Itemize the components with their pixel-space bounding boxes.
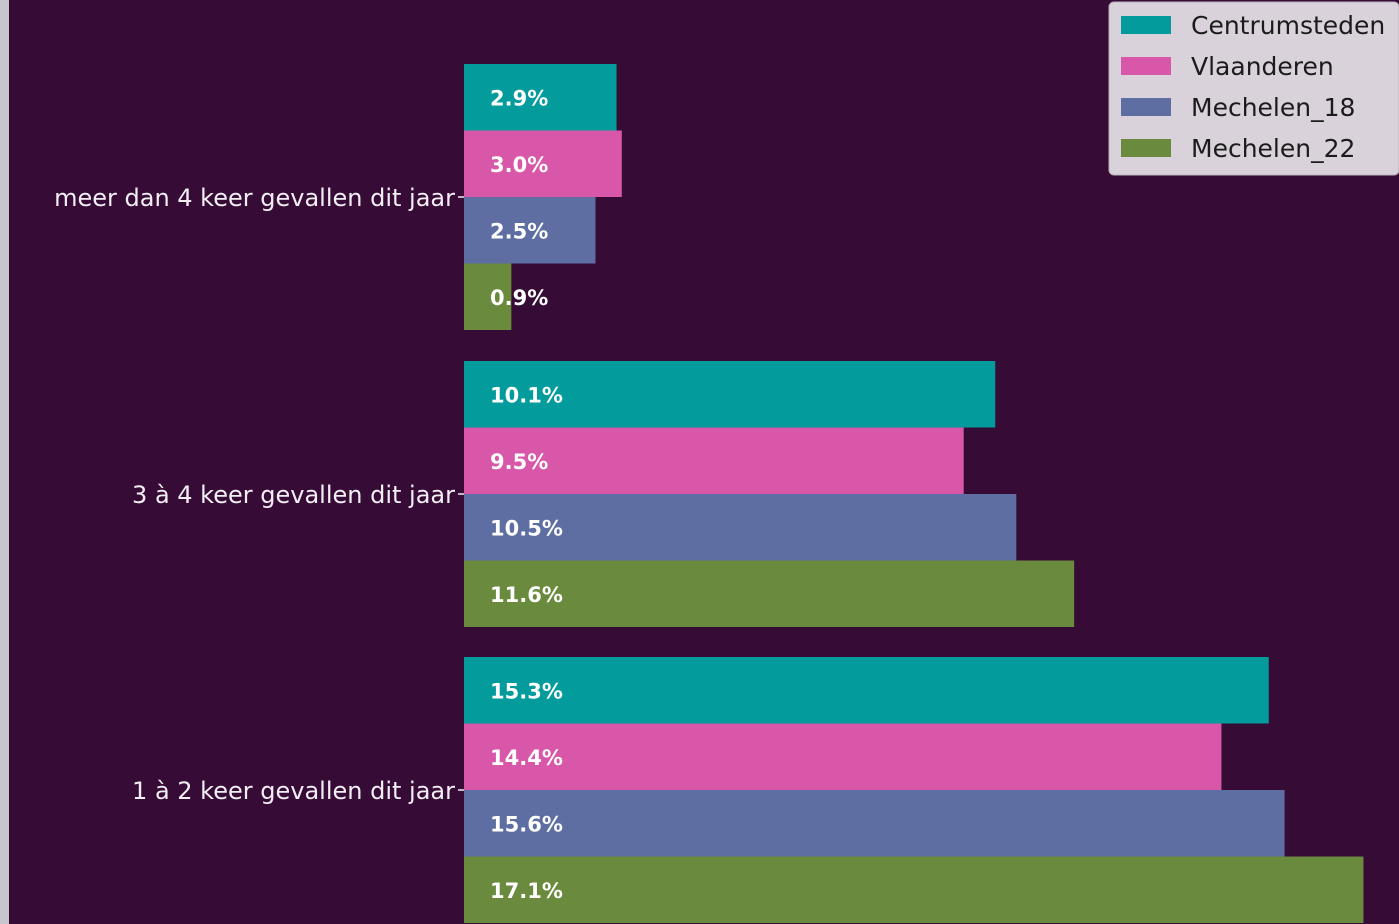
value-label-mechelen-22-2: 17.1% — [490, 879, 563, 903]
bar-centrumsteden-2 — [464, 657, 1269, 724]
bar-mechelen-18-0 — [464, 197, 596, 264]
legend-swatch-vlaanderen — [1121, 57, 1171, 75]
bars-layer: 2.9% 3.0% 2.5% 0.9% 10.1% 9.5% 10.5% 11.6% 15.3%… — [464, 64, 1364, 923]
legend-label-vlaanderen: Vlaanderen — [1191, 52, 1334, 81]
legend-swatch-mechelen-18 — [1121, 98, 1171, 116]
value-label-mechelen-18-0: 2.5% — [490, 219, 548, 243]
legend-swatch-mechelen-22 — [1121, 139, 1171, 157]
legend-swatch-centrumsteden — [1121, 16, 1171, 34]
legend-label-centrumsteden: Centrumsteden — [1191, 11, 1385, 40]
y-tick-label-2: 1 à 2 keer gevallen dit jaar — [132, 777, 455, 805]
value-label-centrumsteden-1: 10.1% — [490, 383, 563, 407]
y-axis: meer dan 4 keer gevallen dit jaar 3 à 4 k… — [54, 184, 464, 805]
value-label-vlaanderen-2: 14.4% — [490, 746, 563, 770]
value-label-centrumsteden-2: 15.3% — [490, 679, 563, 703]
bar-mechelen-22-2 — [464, 856, 1364, 923]
bar-vlaanderen-0 — [464, 130, 622, 197]
value-label-vlaanderen-0: 3.0% — [490, 153, 548, 177]
bar-centrumsteden-1 — [464, 361, 996, 428]
bar-mechelen-22-1 — [464, 560, 1075, 627]
value-label-vlaanderen-1: 9.5% — [490, 450, 548, 474]
bar-mechelen-18-2 — [464, 790, 1285, 857]
y-tick-label-1: 3 à 4 keer gevallen dit jaar — [132, 481, 455, 509]
value-label-mechelen-22-1: 11.6% — [490, 583, 563, 607]
bar-vlaanderen-1 — [464, 427, 964, 494]
legend-box — [1108, 1, 1399, 176]
chart-area: 2.9% 3.0% 2.5% 0.9% 10.1% 9.5% 10.5% 11.6% 15.3%… — [9, 0, 1399, 924]
bar-chart: 2.9% 3.0% 2.5% 0.9% 10.1% 9.5% 10.5% 11.6% 15.3%… — [54, 1, 1399, 923]
legend: Centrumsteden Vlaanderen Mechelen_18 Mechel… — [1108, 1, 1399, 176]
value-label-mechelen-18-1: 10.5% — [490, 516, 563, 540]
bar-mechelen-18-1 — [464, 494, 1017, 561]
bar-vlaanderen-2 — [464, 723, 1222, 790]
bar-mechelen-22-0 — [464, 263, 512, 330]
legend-label-mechelen-18: Mechelen_18 — [1191, 93, 1355, 122]
y-tick-label-0: meer dan 4 keer gevallen dit jaar — [54, 184, 455, 212]
bar-centrumsteden-0 — [464, 64, 617, 131]
value-label-mechelen-22-0: 0.9% — [490, 286, 548, 310]
value-label-centrumsteden-0: 2.9% — [490, 86, 548, 110]
value-label-mechelen-18-2: 15.6% — [490, 812, 563, 836]
legend-label-mechelen-22: Mechelen_22 — [1191, 134, 1355, 163]
